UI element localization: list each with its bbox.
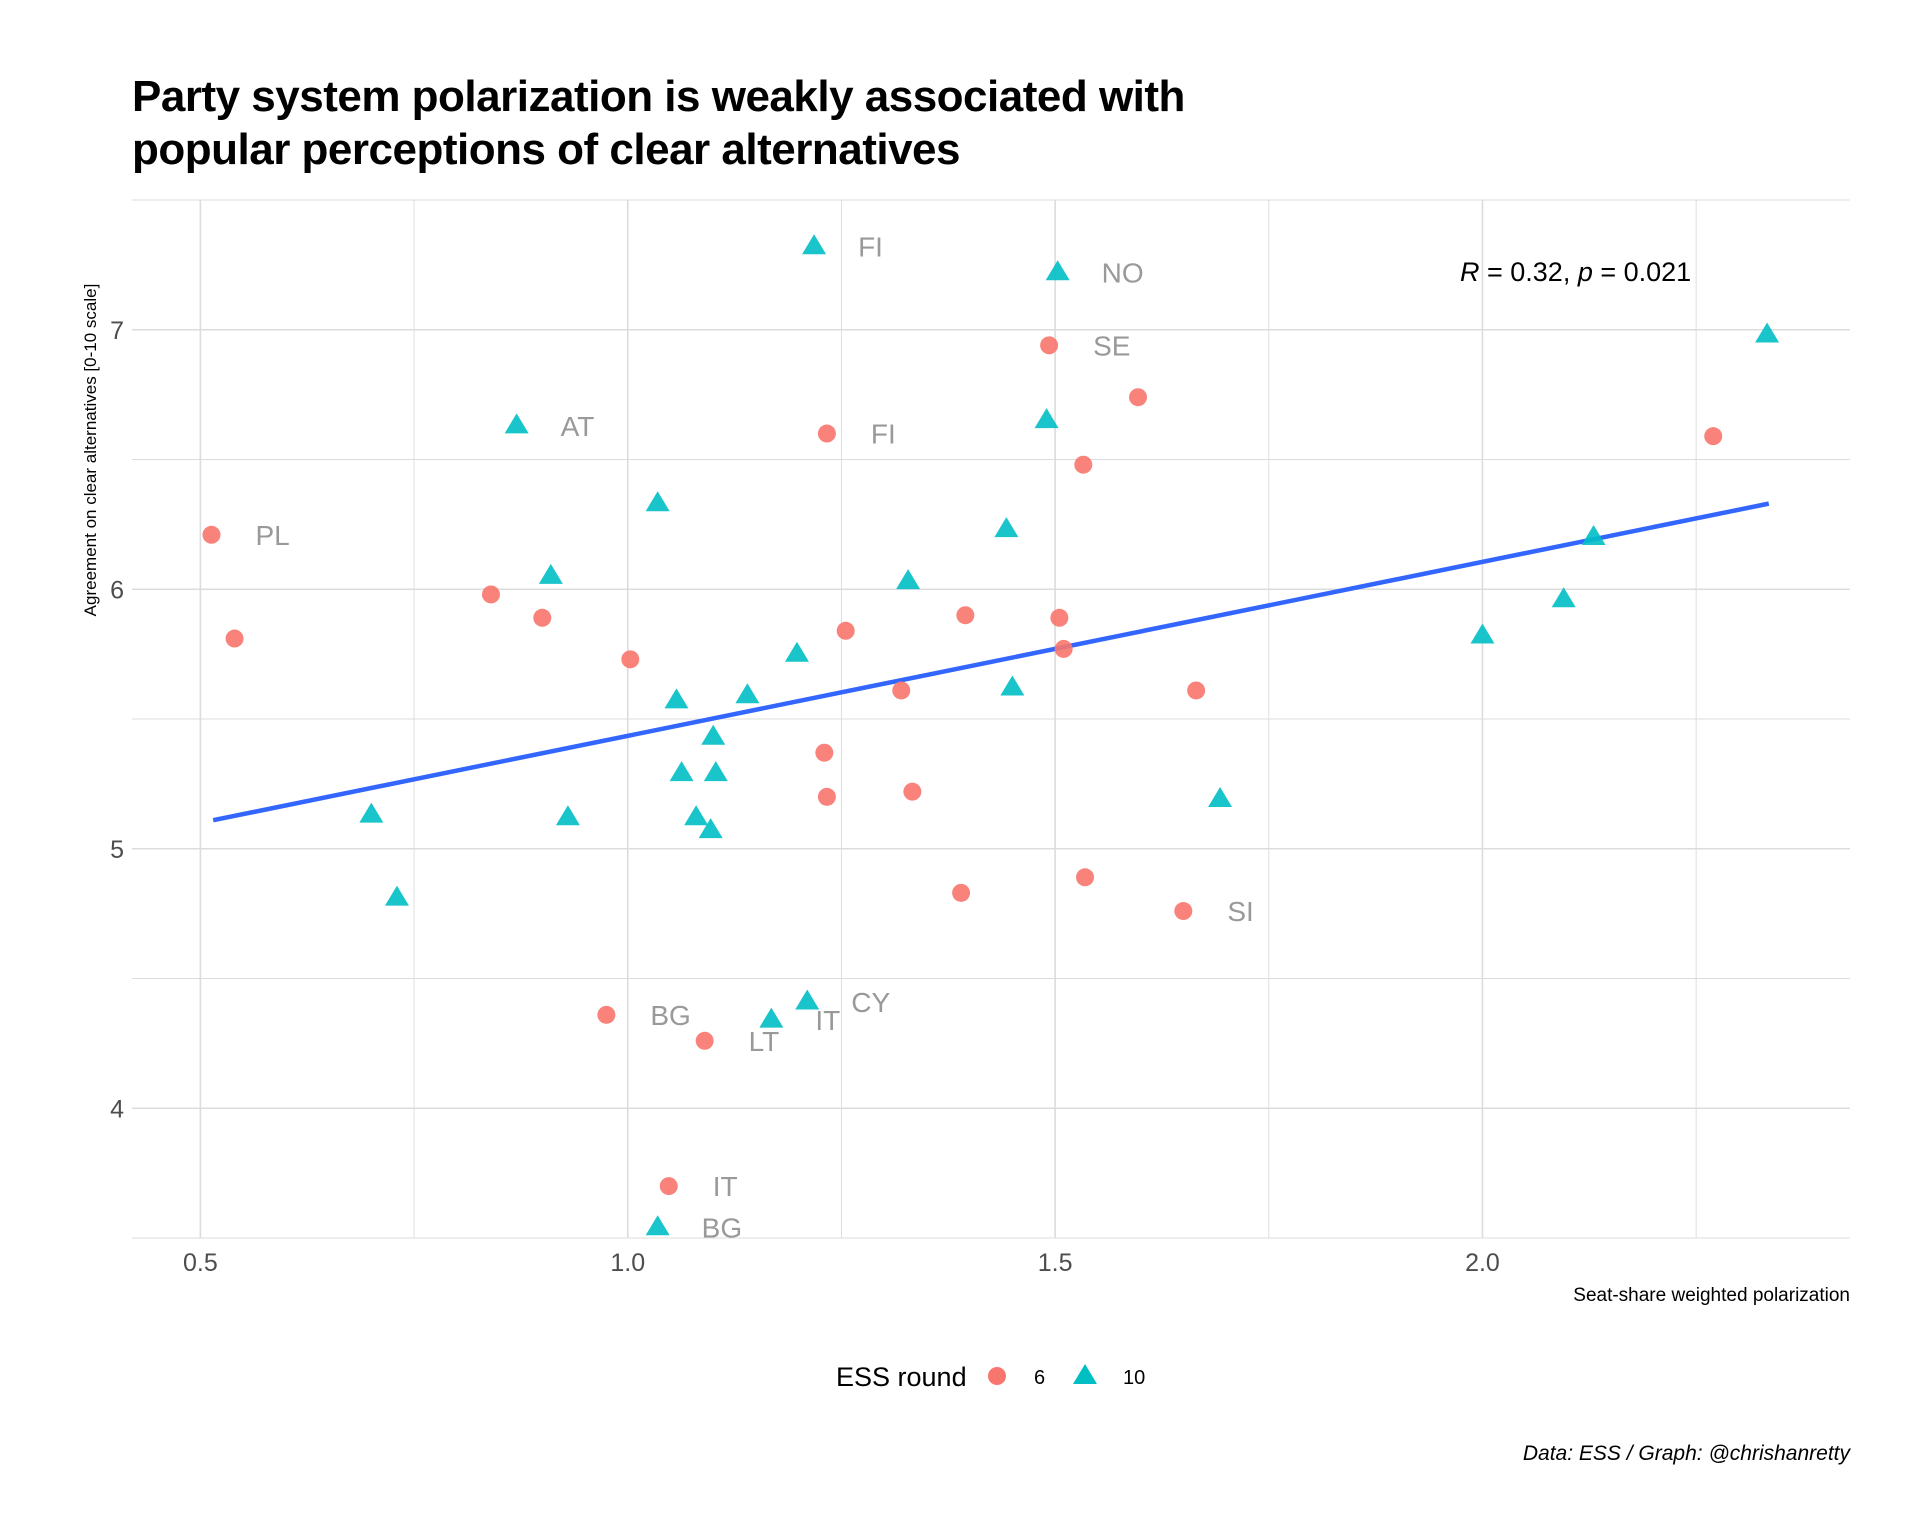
y-tick-label: 6	[110, 576, 124, 604]
point-round-6	[695, 1031, 714, 1050]
point-round-10	[994, 517, 1019, 538]
point-round-6	[892, 681, 911, 700]
x-tick-label: 1.5	[1038, 1249, 1073, 1277]
point-round-6	[836, 621, 855, 640]
country-label: AT	[561, 411, 595, 442]
point-labels: PL BG IT LT FI SE SI AT BG IT CY FI NO	[255, 232, 1253, 1244]
point-round-6	[1129, 388, 1148, 407]
point-round-6	[1187, 681, 1206, 700]
data-points	[202, 234, 1780, 1236]
legend-key-round-10	[1073, 1364, 1097, 1384]
point-round-10	[1208, 787, 1233, 808]
point-round-6	[621, 650, 640, 669]
country-label: CY	[851, 987, 890, 1018]
point-round-6	[659, 1177, 678, 1196]
point-round-6	[225, 629, 244, 648]
x-tick-label: 1.0	[610, 1249, 645, 1277]
p-value: = 0.021	[1593, 257, 1691, 287]
point-round-10	[645, 1215, 670, 1236]
point-round-6	[1076, 868, 1095, 887]
legend-title: ESS round	[836, 1362, 967, 1392]
point-round-10	[645, 491, 670, 512]
r-symbol: R	[1460, 257, 1480, 287]
point-round-6	[1174, 902, 1193, 921]
country-label: PL	[255, 520, 289, 551]
point-round-10	[669, 761, 694, 782]
point-round-10	[538, 563, 563, 584]
country-label: IT	[815, 1005, 840, 1036]
country-label: IT	[713, 1171, 738, 1202]
legend: ESS round 6 10	[836, 1362, 1145, 1392]
x-tick-label: 2.0	[1465, 1249, 1500, 1277]
y-tick-label: 7	[110, 317, 124, 345]
point-round-6	[1054, 639, 1073, 658]
point-round-10	[1581, 524, 1606, 545]
x-axis-label: Seat-share weighted polarization	[1573, 1285, 1850, 1306]
point-round-10	[1000, 675, 1025, 696]
country-label: FI	[871, 419, 896, 450]
point-round-10	[1755, 322, 1780, 343]
point-round-10	[384, 885, 409, 906]
p-symbol: p	[1577, 257, 1593, 287]
axis-ticks: 0.5 1.0 1.5 2.0 4 5 6 7	[110, 317, 1500, 1277]
y-axis-label: Agreement on clear alternatives [0-10 sc…	[81, 284, 100, 617]
country-label: NO	[1102, 258, 1144, 289]
point-round-6	[817, 424, 836, 443]
point-round-10	[802, 234, 827, 255]
x-tick-label: 0.5	[183, 1249, 218, 1277]
country-label: SI	[1227, 896, 1253, 927]
y-tick-label: 5	[110, 836, 124, 864]
point-round-10	[1045, 260, 1070, 281]
point-round-6	[952, 883, 971, 902]
point-round-10	[735, 683, 760, 704]
point-round-6	[1704, 427, 1723, 446]
country-label: SE	[1093, 330, 1130, 361]
r-value: = 0.32,	[1480, 257, 1578, 287]
country-label: BG	[650, 1000, 690, 1031]
point-round-10	[1470, 623, 1495, 644]
point-round-10	[684, 805, 709, 826]
point-round-6	[903, 782, 922, 801]
point-round-10	[795, 989, 820, 1010]
point-round-6	[817, 787, 836, 806]
country-label: BG	[702, 1213, 742, 1244]
legend-label-round-6: 6	[1034, 1367, 1045, 1389]
point-round-6	[481, 585, 500, 604]
point-round-10	[1551, 587, 1576, 608]
legend-label-round-10: 10	[1123, 1367, 1145, 1389]
point-round-6	[1040, 336, 1059, 355]
data-source-caption: Data: ESS / Graph: @chrishanretty	[1522, 1442, 1850, 1465]
point-round-6	[597, 1005, 616, 1024]
point-round-6	[202, 525, 221, 544]
correlation-annotation: R = 0.32, p = 0.021	[1460, 257, 1691, 287]
chart-title-line-1: Party system polarization is weakly asso…	[132, 72, 1185, 121]
point-round-10	[759, 1007, 784, 1028]
point-round-6	[533, 608, 552, 627]
trend-line-group	[212, 501, 1770, 823]
point-round-10	[701, 724, 726, 745]
legend-key-round-6	[988, 1367, 1006, 1385]
country-label: LT	[749, 1026, 780, 1057]
chart-title: Party system polarization is weakly asso…	[132, 70, 1632, 176]
point-round-10	[504, 413, 529, 434]
point-round-6	[956, 606, 975, 625]
point-round-10	[703, 761, 728, 782]
point-round-10	[555, 805, 580, 826]
point-round-6	[1050, 608, 1069, 627]
point-round-10	[1034, 408, 1059, 429]
point-round-10	[698, 818, 723, 839]
y-tick-label: 4	[110, 1095, 124, 1123]
country-label: FI	[858, 232, 883, 263]
chart-title-line-2: popular perceptions of clear alternative…	[132, 125, 960, 174]
point-round-10	[664, 688, 689, 709]
point-round-10	[896, 569, 921, 590]
regression-line	[212, 501, 1770, 823]
point-round-10	[359, 802, 384, 823]
point-round-6	[815, 743, 834, 762]
point-round-6	[1074, 455, 1093, 474]
point-round-10	[784, 641, 809, 662]
grid-lines	[132, 199, 1850, 1239]
